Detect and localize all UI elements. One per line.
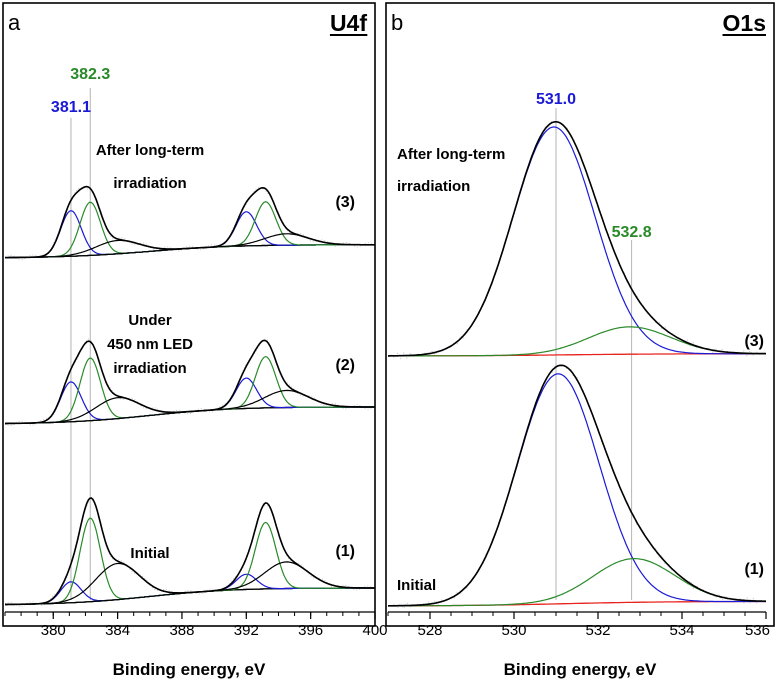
x-tick-label: 400 (362, 622, 387, 639)
component-peak (388, 373, 766, 607)
panel-b-title: O1s (723, 10, 766, 36)
envelope-line (388, 121, 767, 357)
x-tick-label: 534 (669, 622, 694, 639)
envelope-line (5, 339, 375, 425)
envelope-line (388, 364, 766, 607)
component-peak (5, 211, 375, 259)
component-peak (5, 381, 375, 425)
peak-position-label: 531.0 (536, 91, 576, 108)
x-tick-label: 388 (169, 622, 194, 639)
panel-a-frame (2, 2, 376, 627)
component-peak (5, 562, 375, 606)
envelope-line (5, 497, 375, 606)
spectrum-label: (1) (744, 561, 764, 578)
raw-data (387, 364, 767, 610)
spectrum-1: (1) Initial (387, 364, 767, 610)
component-peak (5, 357, 375, 425)
x-tick-label: 396 (298, 622, 323, 639)
component-peak (5, 210, 375, 259)
spectrum-annotation: After long-term (96, 142, 204, 159)
panel-a-title: U4f (330, 10, 367, 36)
spectrum-2: (2) Under 450 nm LED irradiation (4, 312, 376, 427)
x-tick-label: 380 (41, 622, 66, 639)
raw-data (4, 186, 376, 261)
spectrum-annotation: 450 nm LED (107, 336, 193, 353)
panel-a-letter: a (8, 10, 21, 35)
component-peak (5, 377, 375, 425)
x-tick-label: 392 (234, 622, 259, 639)
x-tick-label: 530 (501, 622, 526, 639)
spectrum-3: (3) After long-term irradiation (4, 142, 376, 261)
spectrum-annotation: irradiation (113, 360, 186, 377)
panel-b-letter: b (391, 10, 403, 35)
panel-b-xlabel: Binding energy, eV (504, 660, 657, 679)
spectrum-3: (3) After long-term irradiation (387, 119, 767, 360)
envelope-line (5, 185, 375, 259)
raw-data (4, 498, 376, 608)
component-peak (388, 558, 766, 607)
spectrum-annotation: Under (128, 312, 172, 329)
spectrum-label: (3) (744, 333, 764, 350)
spectrum-label: (2) (335, 357, 355, 374)
spectrum-label: (1) (335, 543, 355, 560)
spectrum-annotation: irradiation (113, 175, 186, 192)
x-tick-label: 384 (105, 622, 130, 639)
component-peak (388, 326, 767, 357)
spectrum-annotation: Initial (397, 577, 436, 594)
panel-a-xlabel: Binding energy, eV (113, 660, 266, 679)
panel-a-plot: 380 384 388 392 396 400 381.1 382.3 (1) Initial (2… (4, 66, 388, 639)
spectrum-annotation: irradiation (397, 178, 470, 195)
spectrum-1: (1) Initial (4, 497, 376, 608)
spectrum-annotation: After long-term (397, 146, 505, 163)
spectrum-label: (3) (335, 194, 355, 211)
component-peak (5, 561, 375, 606)
spectrum-annotation: Initial (130, 545, 169, 562)
panel-b-plot: 528 530 532 534 536 531.0 532.8 (1) Initial (3) Af… (387, 91, 770, 639)
x-tick-label: 536 (745, 622, 770, 639)
peak-position-label: 382.3 (70, 66, 110, 83)
peak-position-label: 381.1 (51, 99, 91, 116)
peak-position-label: 532.8 (612, 224, 652, 241)
x-tick-label: 528 (417, 622, 442, 639)
panel-b-frame (385, 2, 775, 627)
x-tick-label: 532 (585, 622, 610, 639)
